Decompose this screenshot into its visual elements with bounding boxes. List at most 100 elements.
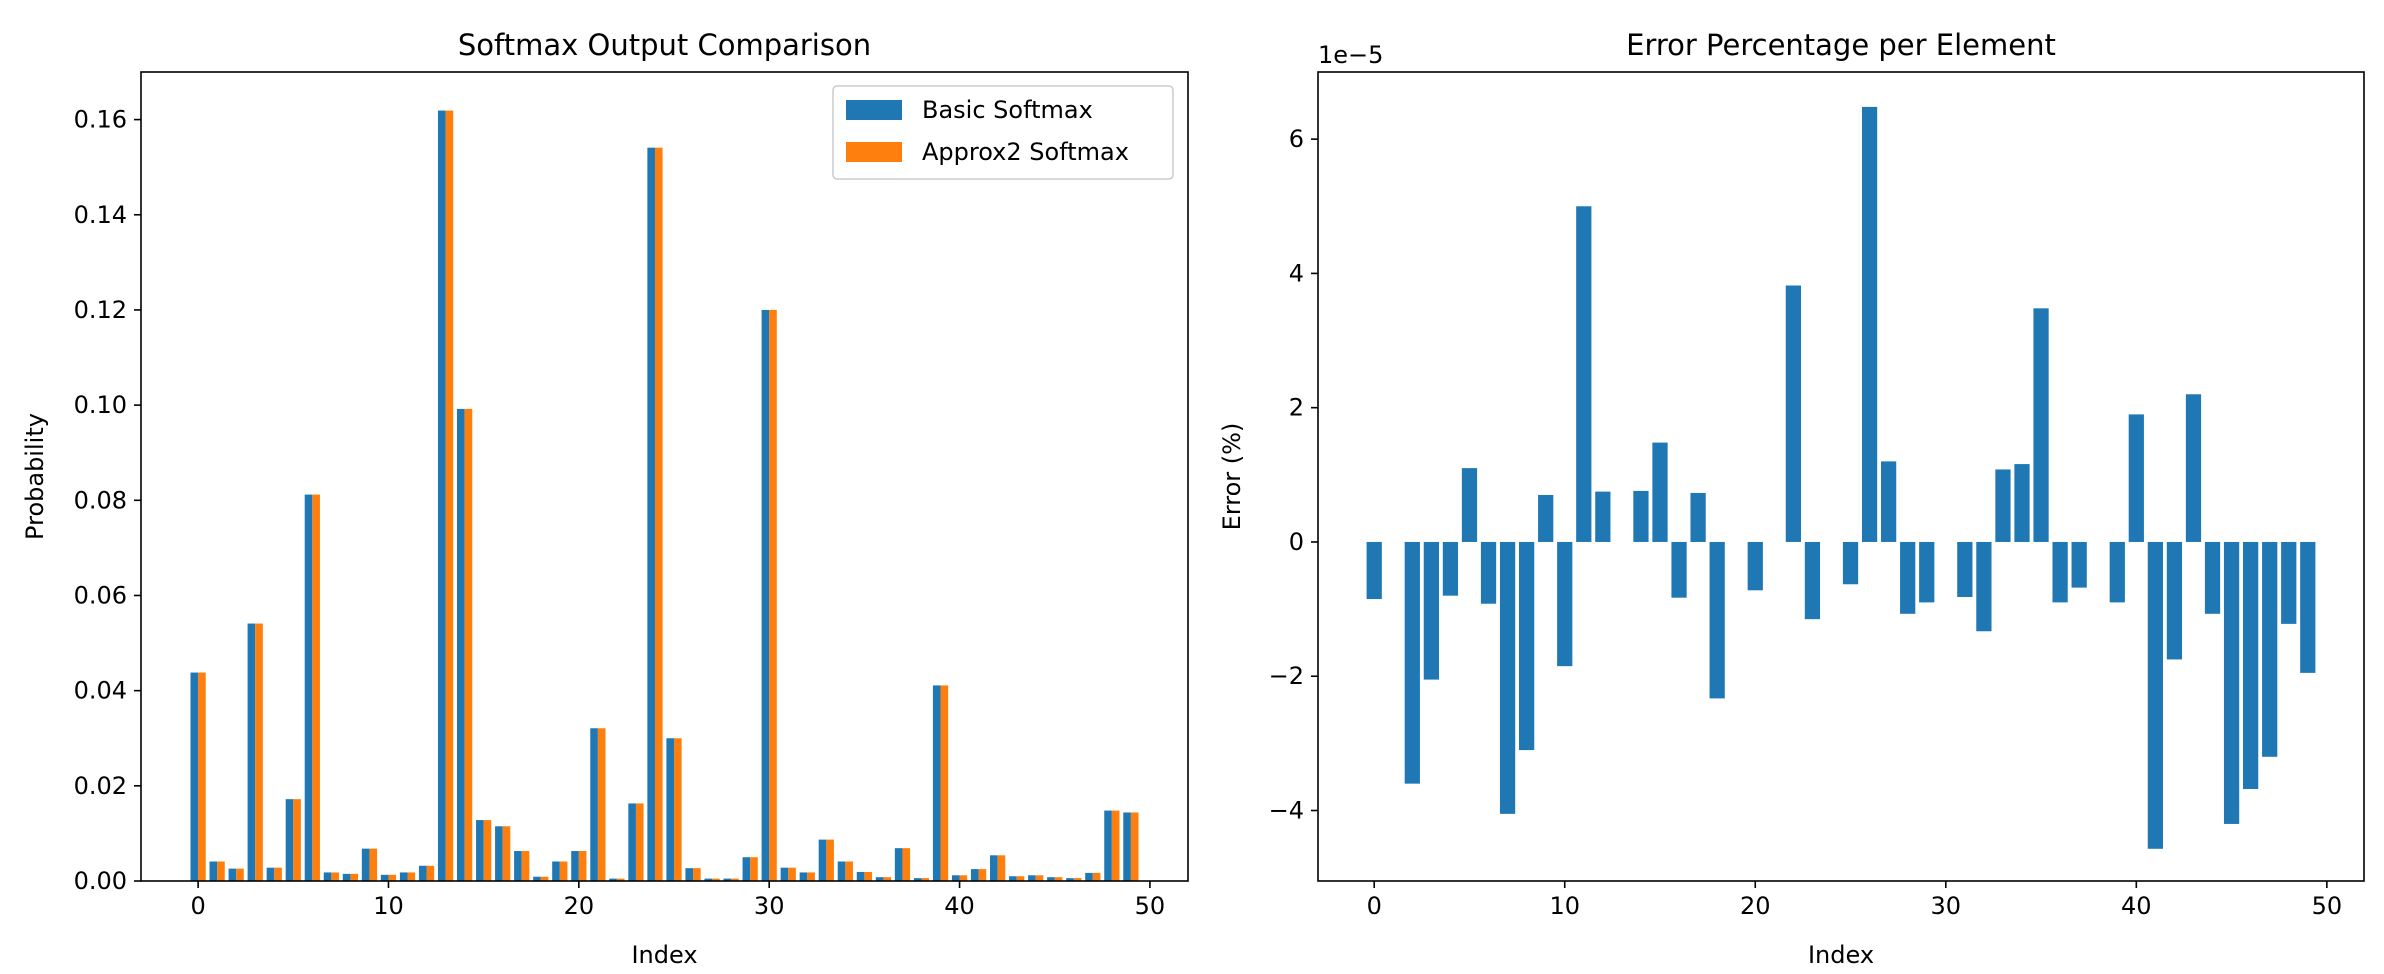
error-bar-2 — [1404, 541, 1420, 784]
basic-softmax-bar-30 — [761, 309, 770, 881]
error-y-tick-label-2: 0 — [1289, 528, 1304, 556]
error-x-tick-label-40: 40 — [2121, 892, 2152, 920]
approx2-softmax-bar-12 — [426, 865, 435, 881]
error-bar-16 — [1671, 541, 1687, 598]
approx2-softmax-bar-1 — [217, 861, 225, 881]
softmax-legend: Basic Softmax Approx2 Softmax — [832, 85, 1174, 180]
basic-softmax-bar-42 — [990, 855, 998, 881]
basic-softmax-bar-44 — [1028, 875, 1036, 881]
error-bar-7 — [1499, 541, 1516, 814]
approx2-softmax-bar-49 — [1130, 812, 1139, 881]
error-y-axis-label: Error (%) — [1218, 423, 1246, 531]
error-x-tick-label-30: 30 — [1931, 892, 1962, 920]
approx2-softmax-bar-36 — [883, 877, 892, 881]
approx2-softmax-bar-5 — [293, 799, 301, 881]
basic-softmax-bar-22 — [609, 878, 617, 881]
basic-softmax-bar-27 — [704, 878, 713, 881]
softmax-y-tick-label-3: 0.06 — [74, 581, 127, 609]
basic-softmax-bar-48 — [1104, 810, 1112, 881]
softmax-x-tick-label-20: 20 — [564, 892, 595, 920]
error-bar-46 — [2243, 541, 2259, 790]
basic-softmax-bar-45 — [1047, 877, 1055, 881]
softmax-y-tick-label-0: 0.00 — [74, 867, 127, 895]
error-bar-12 — [1595, 491, 1611, 542]
error-x-tick-label-50: 50 — [2312, 892, 2343, 920]
approx2-softmax-bar-32 — [807, 872, 815, 881]
basic-softmax-bar-41 — [970, 869, 979, 881]
error-x-ticks: 0 10 20 30 40 50 — [1367, 881, 2343, 920]
basic-softmax-bar-35 — [856, 871, 865, 881]
approx2-softmax-bar-39 — [940, 685, 949, 881]
error-y-tick-label-1: −2 — [1269, 662, 1304, 690]
basic-softmax-bar-49 — [1123, 812, 1131, 881]
error-chart-title: Error Percentage per Element — [1626, 28, 2056, 62]
error-bar-28 — [1900, 541, 1916, 614]
error-bar-29 — [1919, 541, 1935, 603]
approx2-softmax-bar-40 — [959, 875, 968, 881]
basic-softmax-bar-24 — [647, 147, 655, 882]
error-bar-6 — [1480, 541, 1497, 604]
basic-softmax-bar-4 — [266, 867, 275, 881]
basic-softmax-bar-0 — [190, 672, 199, 881]
error-bar-32 — [1976, 541, 1992, 632]
approx2-softmax-bar-48 — [1111, 810, 1120, 881]
approx2-softmax-bar-27 — [712, 878, 720, 881]
approx2-softmax-bar-15 — [483, 820, 492, 881]
approx2-softmax-bar-4 — [274, 867, 282, 881]
error-bar-22 — [1785, 285, 1801, 542]
basic-softmax-bar-20 — [571, 851, 579, 881]
error-y-tick-label-3: 2 — [1289, 394, 1304, 422]
error-x-tick-label-0: 0 — [1367, 892, 1382, 920]
softmax-y-axis-label: Probability — [21, 413, 49, 540]
error-y-offset-label: 1e−5 — [1318, 41, 1383, 69]
softmax-x-tick-label-0: 0 — [190, 892, 205, 920]
approx2-softmax-bar-25 — [674, 738, 682, 881]
softmax-x-axis-label: Index — [631, 941, 697, 969]
error-bar-23 — [1804, 541, 1821, 620]
basic-softmax-bar-32 — [799, 872, 808, 881]
softmax-bars — [190, 110, 1139, 882]
basic-softmax-bar-26 — [685, 868, 694, 881]
basic-softmax-bar-34 — [837, 861, 846, 881]
softmax-x-ticks: 0 10 20 30 40 50 — [190, 881, 1165, 920]
error-x-axis-label: Index — [1808, 941, 1874, 969]
softmax-x-tick-label-50: 50 — [1135, 892, 1166, 920]
approx2-softmax-bar-7 — [331, 872, 339, 881]
softmax-y-tick-label-8: 0.16 — [74, 106, 127, 134]
error-bar-27 — [1881, 461, 1897, 542]
basic-softmax-bar-39 — [932, 685, 941, 881]
softmax-y-tick-label-2: 0.04 — [74, 677, 127, 705]
error-bar-11 — [1576, 206, 1592, 542]
softmax-x-tick-label-10: 10 — [373, 892, 404, 920]
error-bar-43 — [2185, 394, 2202, 542]
basic-softmax-bar-25 — [666, 738, 675, 881]
error-x-tick-label-20: 20 — [1740, 892, 1771, 920]
basic-softmax-bar-38 — [913, 878, 922, 881]
basic-softmax-bar-19 — [552, 861, 560, 881]
approx2-softmax-bar-23 — [635, 803, 644, 881]
basic-softmax-bar-33 — [818, 839, 827, 881]
approx2-softmax-bar-31 — [788, 867, 796, 881]
approx2-softmax-bar-46 — [1073, 878, 1082, 881]
basic-softmax-bar-36 — [875, 877, 884, 881]
approx2-softmax-bar-9 — [369, 848, 378, 881]
approx2-softmax-bar-21 — [597, 728, 606, 881]
approx2-softmax-bar-37 — [902, 848, 911, 881]
approx2-softmax-bar-42 — [997, 855, 1006, 881]
basic-softmax-bar-12 — [418, 865, 427, 881]
error-y-tick-label-5: 6 — [1289, 125, 1304, 153]
basic-softmax-bar-28 — [723, 878, 732, 881]
error-bar-18 — [1709, 541, 1725, 699]
approx2-softmax-bar-43 — [1016, 876, 1025, 881]
approx2-softmax-bar-47 — [1092, 872, 1101, 881]
error-bar-0 — [1366, 541, 1382, 600]
approx2-softmax-bar-41 — [978, 869, 987, 881]
approx2-softmax-bar-18 — [540, 876, 549, 881]
error-bar-17 — [1690, 492, 1706, 542]
basic-softmax-bar-15 — [476, 820, 484, 881]
basic-softmax-bar-6 — [304, 494, 313, 881]
basic-softmax-bar-1 — [209, 861, 218, 881]
error-bar-31 — [1957, 541, 1973, 598]
softmax-x-tick-label-40: 40 — [944, 892, 975, 920]
